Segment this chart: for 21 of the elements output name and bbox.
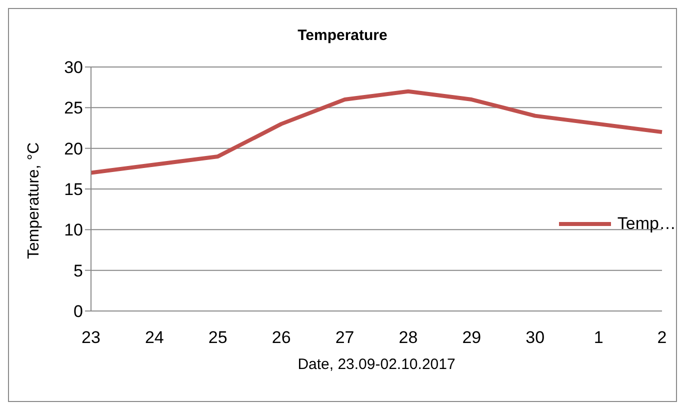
x-tick-label: 24: [144, 328, 164, 348]
x-tick-label: 2: [657, 328, 667, 348]
x-tick-label: 29: [462, 328, 482, 348]
y-tick-label: 20: [64, 139, 83, 158]
y-tick-label: 5: [74, 261, 83, 280]
x-tick-label: 26: [272, 328, 291, 348]
y-axis-title: Temperature, °C: [26, 142, 43, 259]
chart-title: Temperature: [296, 27, 388, 44]
x-tick-label: 23: [82, 328, 100, 348]
x-tick-label: 28: [398, 328, 418, 348]
y-tick-label: 30: [64, 58, 83, 78]
x-tick-label: 1: [594, 328, 604, 348]
x-axis-title: Date, 23.09-02.10.2017: [298, 356, 456, 373]
x-tick-label: 30: [526, 328, 545, 348]
x-tick-label: 27: [335, 328, 354, 348]
y-tick-label: 10: [64, 220, 83, 240]
x-tick-label: 25: [208, 328, 228, 348]
y-tick-label: 25: [64, 98, 83, 118]
y-tick-label: 15: [64, 180, 83, 200]
legend-label: Temp…: [617, 214, 676, 234]
y-tick-label: 0: [74, 302, 83, 322]
